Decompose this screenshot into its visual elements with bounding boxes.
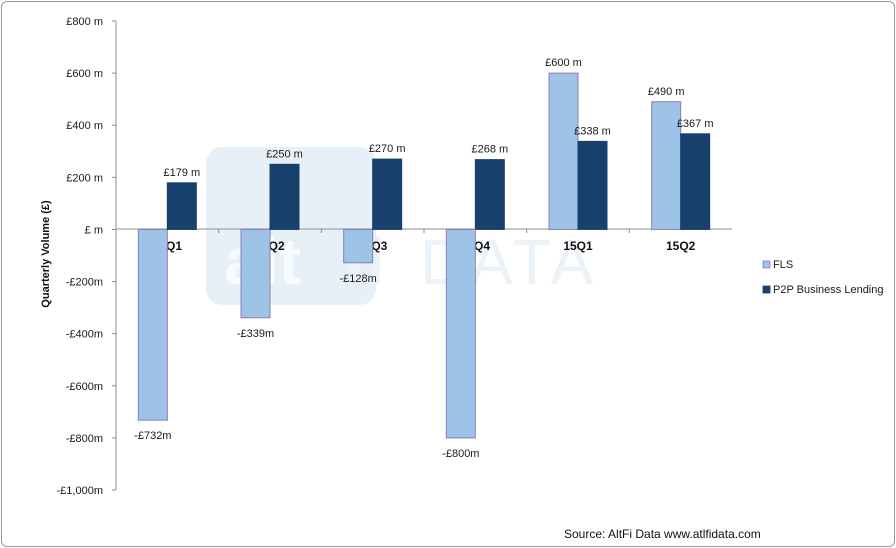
fls-bar [240, 228, 271, 319]
y-tick-label: £400 m [66, 120, 103, 132]
legend: FLS P2P Business Lending [762, 259, 884, 296]
p2p-data-label: £367 m [677, 118, 714, 130]
fls-data-label: £600 m [545, 57, 582, 69]
y-tick-label: -£1,000m [57, 485, 103, 497]
p2p-bar [269, 163, 300, 230]
source-note: Source: AltFi Data www.atlfidata.com [564, 527, 761, 541]
y-axis-label: Quarterly Volume (£) [40, 200, 52, 308]
legend-swatch-fls [762, 260, 771, 269]
p2p-bar [166, 182, 197, 230]
fls-data-label: -£339m [237, 328, 274, 340]
fls-bar [548, 72, 579, 230]
p2p-data-label: £270 m [369, 143, 406, 155]
fls-data-label: -£800m [442, 448, 479, 460]
legend-swatch-p2p [762, 285, 771, 294]
y-tick-label: £ m [85, 224, 103, 236]
fls-bar [343, 228, 374, 264]
y-tick-label: -£400m [66, 329, 103, 341]
fls-data-label: £490 m [648, 86, 685, 98]
p2p-bar [372, 158, 403, 230]
p2p-bar [577, 140, 608, 230]
y-tick-label: £600 m [66, 68, 103, 80]
x-tick-label: 15Q1 [563, 239, 593, 253]
y-tick-label: £800 m [66, 16, 103, 28]
legend-label-fls: FLS [773, 259, 793, 271]
x-tick-label: 15Q2 [666, 239, 696, 253]
p2p-data-label: £268 m [471, 144, 508, 156]
fls-bar [137, 228, 168, 421]
y-tick-label: -£800m [66, 433, 103, 445]
y-tick-label: -£200m [66, 277, 103, 289]
fls-bar [445, 228, 476, 439]
p2p-data-label: £250 m [266, 148, 303, 160]
p2p-bar [474, 159, 505, 230]
fls-data-label: -£128m [340, 273, 377, 285]
p2p-data-label: £338 m [574, 125, 611, 137]
y-tick-label: £200 m [66, 172, 103, 184]
p2p-bar [680, 133, 711, 230]
legend-label-p2p: P2P Business Lending [773, 284, 884, 296]
p2p-data-label: £179 m [163, 167, 200, 179]
fls-data-label: -£732m [134, 430, 171, 442]
y-tick-label: -£600m [66, 381, 103, 393]
